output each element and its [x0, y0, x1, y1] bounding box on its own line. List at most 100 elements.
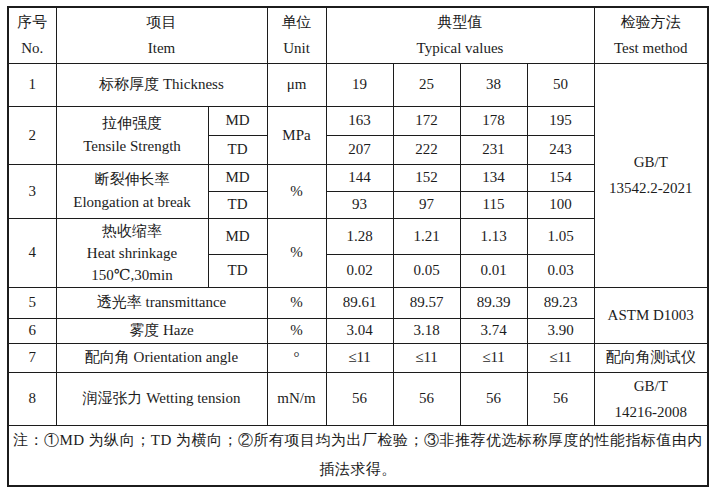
cell-test-method-orientation-tester: 配向角测试仪 — [594, 343, 708, 372]
cell-value: 38 — [460, 63, 527, 106]
cell-value: 89.23 — [527, 287, 594, 318]
cell-item: 热收缩率 Heat shrinkage 150℃,30min — [56, 218, 208, 287]
cell-value: 100 — [527, 191, 594, 218]
row-thickness: 1 标称厚度 Thickness μm 19 25 38 50 GB/T 135… — [8, 63, 708, 106]
cell-value: 115 — [460, 191, 527, 218]
cell-no: 6 — [8, 318, 56, 343]
cell-test-method-gbt13542: GB/T 13542.2-2021 — [594, 63, 708, 287]
cell-item: 配向角 Orientation angle — [56, 343, 267, 372]
cell-value: 56 — [527, 372, 594, 425]
header-unit: 单位 Unit — [267, 7, 326, 63]
cell-value: 56 — [460, 372, 527, 425]
cell-value: 0.05 — [393, 254, 460, 287]
cell-value: ≤11 — [527, 343, 594, 372]
header-no-en: No. — [9, 35, 56, 61]
header-item-zh: 项目 — [57, 9, 267, 35]
cell-unit: MPa — [267, 106, 326, 164]
cell-no: 3 — [8, 164, 56, 218]
note-row: 注：①MD 为纵向；TD 为横向；②所有项目均为出厂检验；③非推荐优选标称厚度的… — [8, 425, 708, 486]
item-zh: 拉伸强度 — [57, 112, 208, 135]
cell-value: 50 — [527, 63, 594, 106]
cell-unit: μm — [267, 63, 326, 106]
cell-unit: % — [267, 218, 326, 287]
cell-direction-md: MD — [208, 164, 267, 191]
cell-value: 3.74 — [460, 318, 527, 343]
cell-item: 润湿张力 Wetting tension — [56, 372, 267, 425]
cell-unit: % — [267, 318, 326, 343]
header-test-method: 检验方法 Test method — [594, 7, 708, 63]
cell-value: 207 — [326, 135, 393, 164]
header-typical-en: Typical values — [327, 35, 594, 61]
method-line2: 13542.2-2021 — [595, 175, 708, 201]
header-no-zh: 序号 — [9, 9, 56, 35]
cell-item: 断裂伸长率 Elongation at break — [56, 164, 208, 218]
cell-no: 4 — [8, 218, 56, 287]
cell-value: 89.39 — [460, 287, 527, 318]
cell-value: 0.03 — [527, 254, 594, 287]
cell-value: 1.13 — [460, 218, 527, 254]
cell-item: 标称厚度 Thickness — [56, 63, 267, 106]
item-en: Heat shrinkage — [57, 242, 208, 264]
footnote: 注：①MD 为纵向；TD 为横向；②所有项目均为出厂检验；③非推荐优选标称厚度的… — [8, 425, 708, 486]
cell-value: 56 — [393, 372, 460, 425]
film-spec-table: 序号 No. 项目 Item 单位 Unit 典型值 Typical value… — [7, 6, 709, 487]
cell-value: 89.57 — [393, 287, 460, 318]
cell-item: 拉伸强度 Tensile Strength — [56, 106, 208, 164]
item-condition: 150℃,30min — [57, 264, 208, 286]
header-method-en: Test method — [595, 35, 708, 61]
cell-value: 172 — [393, 106, 460, 135]
cell-value: 1.21 — [393, 218, 460, 254]
cell-no: 7 — [8, 343, 56, 372]
header-unit-zh: 单位 — [268, 9, 326, 35]
cell-unit: % — [267, 164, 326, 218]
item-en: Tensile Strength — [57, 135, 208, 158]
item-zh: 热收缩率 — [57, 220, 208, 242]
method-line1: GB/T — [595, 373, 708, 399]
cell-item: 雾度 Haze — [56, 318, 267, 343]
method-line2: 14216-2008 — [595, 399, 708, 425]
cell-value: 154 — [527, 164, 594, 191]
item-en: Elongation at break — [57, 191, 208, 214]
cell-value: 144 — [326, 164, 393, 191]
cell-value: ≤11 — [393, 343, 460, 372]
header-typical-values: 典型值 Typical values — [326, 7, 594, 63]
cell-value: 89.61 — [326, 287, 393, 318]
header-no: 序号 No. — [8, 7, 56, 63]
row-transmittance: 5 透光率 transmittance % 89.61 89.57 89.39 … — [8, 287, 708, 318]
cell-value: 134 — [460, 164, 527, 191]
cell-value: 222 — [393, 135, 460, 164]
header-item: 项目 Item — [56, 7, 267, 63]
cell-no: 8 — [8, 372, 56, 425]
cell-value: 3.18 — [393, 318, 460, 343]
cell-unit: mN/m — [267, 372, 326, 425]
cell-direction-td: TD — [208, 191, 267, 218]
cell-value: 163 — [326, 106, 393, 135]
cell-no: 2 — [8, 106, 56, 164]
cell-value: 93 — [326, 191, 393, 218]
header-method-zh: 检验方法 — [595, 9, 708, 35]
row-orientation-angle: 7 配向角 Orientation angle ° ≤11 ≤11 ≤11 ≤1… — [8, 343, 708, 372]
cell-value: 243 — [527, 135, 594, 164]
spec-sheet: 序号 No. 项目 Item 单位 Unit 典型值 Typical value… — [7, 6, 709, 487]
cell-value: 231 — [460, 135, 527, 164]
cell-unit: % — [267, 287, 326, 318]
header-unit-en: Unit — [268, 35, 326, 61]
cell-direction-td: TD — [208, 254, 267, 287]
header-typical-zh: 典型值 — [327, 9, 594, 35]
cell-value: 0.01 — [460, 254, 527, 287]
cell-value: 3.90 — [527, 318, 594, 343]
row-wetting-tension: 8 润湿张力 Wetting tension mN/m 56 56 56 56 … — [8, 372, 708, 425]
cell-no: 5 — [8, 287, 56, 318]
cell-value: 56 — [326, 372, 393, 425]
cell-value: 97 — [393, 191, 460, 218]
cell-value: ≤11 — [326, 343, 393, 372]
cell-test-method-gbt14216: GB/T 14216-2008 — [594, 372, 708, 425]
cell-test-method-astm: ASTM D1003 — [594, 287, 708, 343]
header-row: 序号 No. 项目 Item 单位 Unit 典型值 Typical value… — [8, 7, 708, 63]
cell-value: 25 — [393, 63, 460, 106]
cell-value: 1.05 — [527, 218, 594, 254]
cell-value: 195 — [527, 106, 594, 135]
cell-value: 178 — [460, 106, 527, 135]
cell-direction-md: MD — [208, 106, 267, 135]
cell-value: 3.04 — [326, 318, 393, 343]
